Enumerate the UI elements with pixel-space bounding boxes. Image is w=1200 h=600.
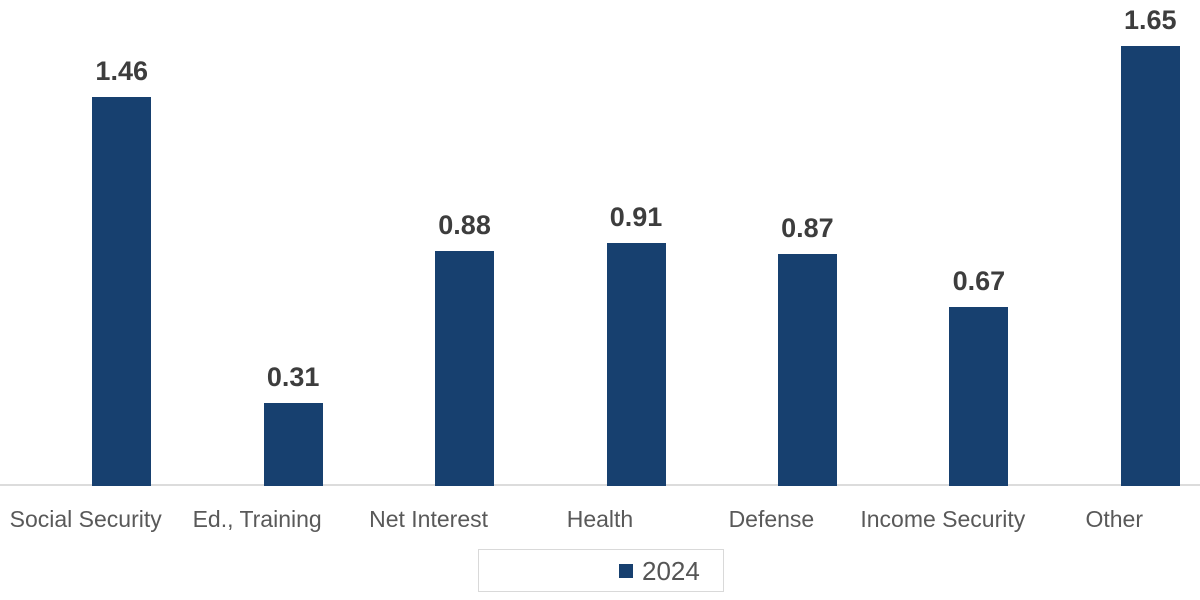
x-axis-line: [0, 484, 1200, 486]
bar-other: [1120, 46, 1180, 486]
bar-ed-training: [263, 403, 323, 486]
bar-income-security: [949, 307, 1009, 486]
bar-defense: [777, 254, 837, 486]
value-label-ed-training: 0.31: [266, 362, 320, 392]
category-label-ed-training: Ed., Training: [192, 506, 322, 532]
value-label-other: 1.65: [1124, 5, 1177, 35]
category-label-net-interest: Net Interest: [369, 506, 488, 532]
category-label-other: Other: [1085, 506, 1143, 532]
legend-swatch-icon: [619, 563, 633, 578]
category-label-income-security: Income Security: [860, 506, 1026, 532]
value-label-income-security: 0.67: [952, 266, 1006, 296]
legend-label: 2024: [642, 555, 700, 586]
x-axis-labels: Social Security Ed., Training Net Interest…: [0, 503, 1200, 535]
category-label-social-security: Social Security: [9, 506, 162, 532]
value-label-net-interest: 0.88: [438, 210, 491, 240]
bar-social-security: [92, 97, 152, 486]
category-label-defense: Defense: [728, 506, 815, 532]
bar-health: [606, 243, 666, 486]
value-label-health: 0.91: [609, 202, 663, 232]
category-label-health: Health: [566, 506, 634, 532]
value-label-social-security: 1.46: [95, 56, 148, 86]
bar-net-interest: [435, 251, 495, 486]
value-label-defense: 0.87: [781, 213, 834, 243]
legend: 2024: [478, 549, 724, 592]
